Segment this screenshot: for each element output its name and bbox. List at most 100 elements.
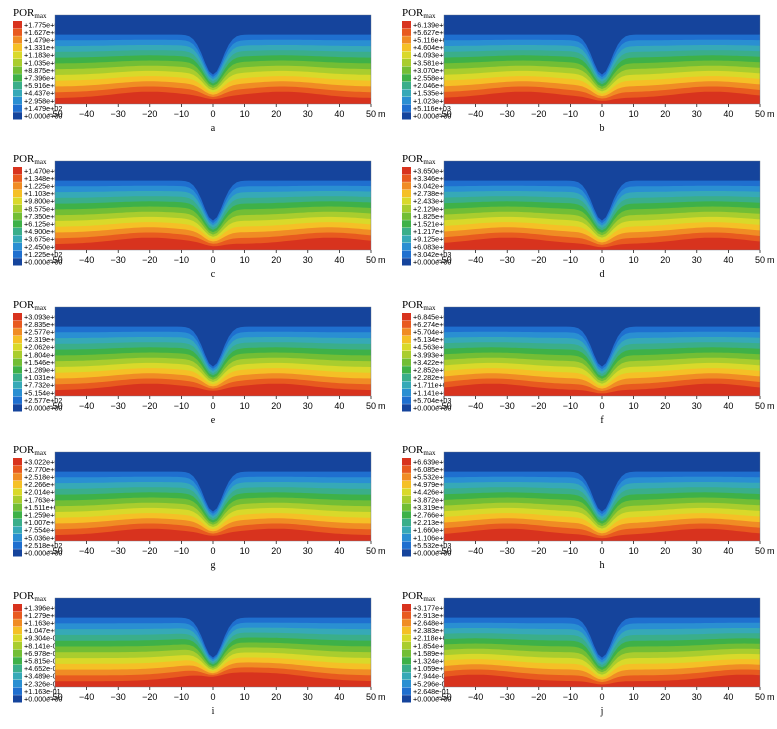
legend-label: +3.422e+04 xyxy=(413,358,451,367)
legend-swatch xyxy=(13,604,22,612)
legend-swatch xyxy=(13,197,22,205)
x-tick-label: 50 xyxy=(366,401,376,411)
legend-label: +5.815e-01 xyxy=(24,657,61,666)
legend-label: +0.000e+00 xyxy=(413,258,451,267)
legend-swatch xyxy=(13,66,22,74)
legend-swatch xyxy=(402,320,411,328)
x-tick-label: 50 xyxy=(366,546,376,556)
x-tick-label: 30 xyxy=(303,692,313,702)
x-tick-label: 10 xyxy=(629,546,639,556)
contour-field xyxy=(444,307,760,396)
legend-swatch xyxy=(402,657,411,665)
x-tick-label: 40 xyxy=(334,109,344,119)
panel-a: PORmax +1.775e+03 +1.627e+03 +1.479e+03 +1.3… xyxy=(0,0,388,146)
x-tick-label: 0 xyxy=(210,692,215,702)
legend-swatch xyxy=(402,89,411,97)
legend-swatch xyxy=(13,328,22,336)
contour-field xyxy=(55,598,371,687)
x-tick-label: 30 xyxy=(303,255,313,265)
legend-title: PORmax xyxy=(402,444,436,457)
legend-title-main: POR xyxy=(13,590,35,602)
x-tick-label: 20 xyxy=(660,109,670,119)
legend-label: +1.711e+04 xyxy=(413,381,451,390)
x-tick-label: −40 xyxy=(79,109,94,119)
x-tick-label: 20 xyxy=(660,255,670,265)
x-tick-label: −50 xyxy=(47,109,62,119)
legend-label: +3.650e+04 xyxy=(413,166,451,175)
x-tick-label: −20 xyxy=(531,255,546,265)
legend-swatch xyxy=(13,480,22,489)
legend-label: +6.139e+04 xyxy=(413,20,451,29)
x-tick-label: −10 xyxy=(174,692,189,702)
x-tick-label: −20 xyxy=(142,401,157,411)
x-tick-label: 20 xyxy=(660,546,670,556)
legend-swatch xyxy=(402,313,411,321)
legend-swatch xyxy=(13,243,22,251)
legend-label: +1.348e+03 xyxy=(24,174,62,183)
legend-swatch xyxy=(402,396,411,404)
x-tick-label: 30 xyxy=(692,255,702,265)
x-tick-label: 40 xyxy=(334,692,344,702)
x-tick-label: −10 xyxy=(563,255,578,265)
legend-title: PORmax xyxy=(13,7,47,20)
legend-label: +6.639e+04 xyxy=(413,457,451,466)
contour-band xyxy=(55,672,371,687)
legend-title: PORmax xyxy=(13,153,47,166)
legend-label: +1.047e+00 xyxy=(24,626,62,635)
legend-swatch xyxy=(402,534,411,542)
legend-swatch xyxy=(13,258,22,266)
legend-label: +2.319e+03 xyxy=(24,335,62,344)
x-tick-label: 40 xyxy=(723,255,733,265)
legend-label: +1.035e+03 xyxy=(24,58,62,67)
x-tick-label: 40 xyxy=(334,401,344,411)
legend-swatch xyxy=(402,642,411,650)
legend-title-main: POR xyxy=(402,7,424,19)
legend-label: +4.093e+04 xyxy=(413,51,451,60)
contour-chart-i: PORmax+1.396e+00+1.279e+00+1.163e+00+1.0… xyxy=(13,590,386,717)
legend-swatch xyxy=(13,534,22,542)
panel-j: PORmax +3.177e+00 +2.913e+00 +2.648e+00 +2.3… xyxy=(389,583,777,729)
legend-label: +3.177e+00 xyxy=(413,603,451,612)
legend-label: +2.326e-01 xyxy=(24,679,61,688)
panel-g: PORmax +3.022e+03 +2.770e+03 +2.518e+03 +2.2… xyxy=(0,437,388,583)
legend-swatch xyxy=(402,389,411,397)
legend-label: +2.577e+02 xyxy=(24,396,62,405)
legend-title-sub: max xyxy=(34,304,47,312)
legend-swatch xyxy=(13,220,22,228)
legend-label: +4.652e-01 xyxy=(24,664,61,673)
legend-label: +4.437e+02 xyxy=(24,89,62,98)
x-tick-label: 50 xyxy=(755,546,765,556)
x-tick-label: 20 xyxy=(271,255,281,265)
legend-label: +1.163e+00 xyxy=(24,619,62,628)
x-tick-label: −50 xyxy=(47,692,62,702)
contour-band xyxy=(444,237,760,250)
legend-swatch xyxy=(13,343,22,351)
x-axis-unit: m xyxy=(378,109,386,119)
legend-label: +2.062e+03 xyxy=(24,343,62,352)
contour-field xyxy=(55,161,371,250)
contour-band xyxy=(444,528,760,541)
legend-label: +3.319e+04 xyxy=(413,503,451,512)
legend-swatch xyxy=(13,465,22,473)
legend-swatch xyxy=(13,526,22,534)
legend-swatch xyxy=(13,541,22,549)
x-tick-label: 0 xyxy=(599,692,604,702)
legend-swatch xyxy=(13,358,22,366)
legend-swatch xyxy=(13,212,22,220)
legend-label: +0.000e+00 xyxy=(24,258,62,267)
legend-swatch xyxy=(402,167,411,175)
legend-label: +0.000e+00 xyxy=(413,549,451,558)
legend-label: +2.450e+02 xyxy=(24,242,62,251)
legend-swatch xyxy=(13,43,22,52)
legend-label: +6.125e+02 xyxy=(24,220,62,229)
x-tick-label: −10 xyxy=(563,109,578,119)
legend-swatch xyxy=(402,351,411,359)
panel-label: e xyxy=(211,415,216,426)
legend-label: +3.872e+04 xyxy=(413,495,451,504)
legend-label: +1.804e+03 xyxy=(24,350,62,359)
legend-label: +2.766e+04 xyxy=(413,511,451,520)
x-tick-label: −40 xyxy=(79,546,94,556)
panel-label: a xyxy=(211,123,216,134)
legend-swatch xyxy=(402,250,411,258)
contour-chart-b: PORmax+6.139e+04+5.627e+04+5.116e+04+4.6… xyxy=(402,7,775,134)
